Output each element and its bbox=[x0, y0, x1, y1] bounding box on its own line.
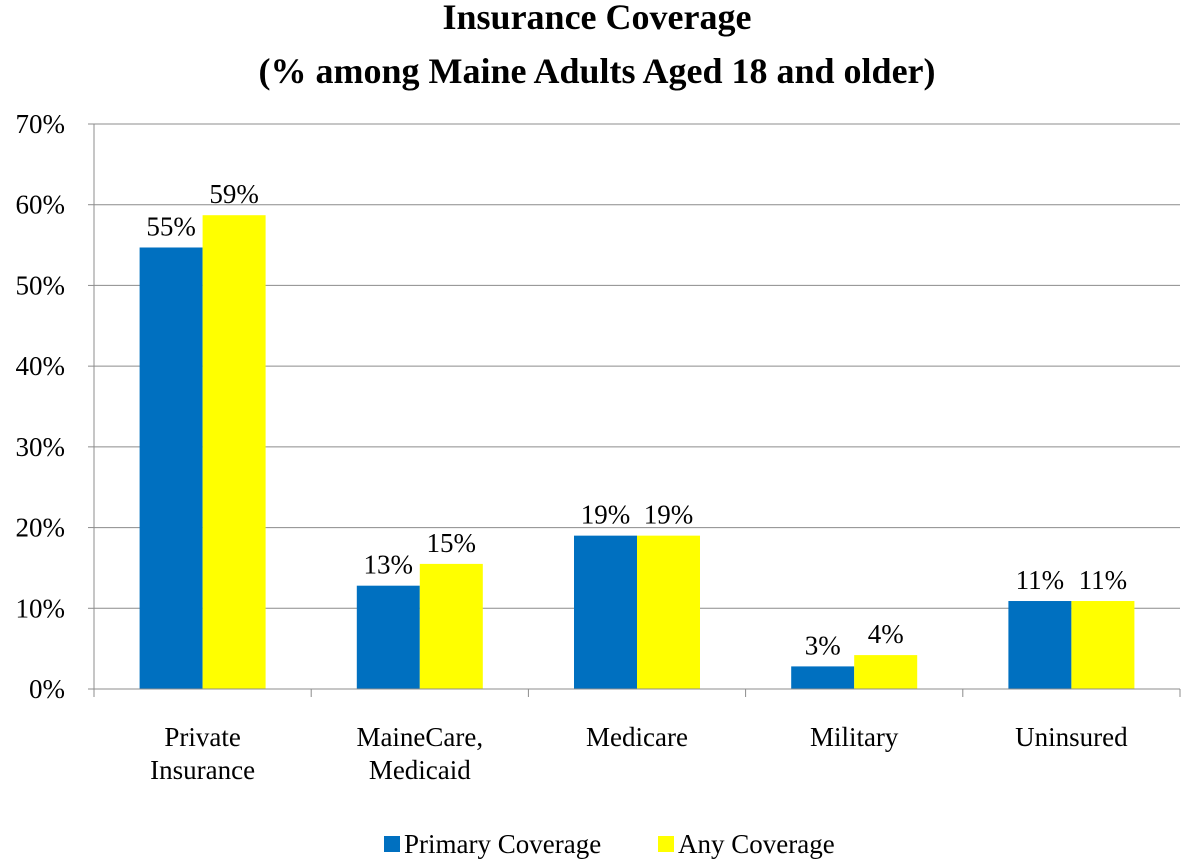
chart-title: Insurance Coverage bbox=[443, 0, 752, 37]
bar bbox=[854, 655, 918, 689]
bar bbox=[791, 666, 855, 689]
bar bbox=[1071, 601, 1135, 689]
y-axis: 0% 10% 20% 30% 40% 50% 60% 70% bbox=[16, 109, 95, 704]
data-label: 55% bbox=[146, 211, 196, 241]
legend-label: Primary Coverage bbox=[404, 829, 601, 859]
legend: Primary Coverage Any Coverage bbox=[384, 829, 835, 859]
category-label: Private bbox=[164, 722, 240, 752]
y-tick-label: 30% bbox=[16, 432, 66, 462]
y-tick-label: 0% bbox=[29, 674, 65, 704]
y-tick-label: 40% bbox=[16, 351, 66, 381]
data-label: 3% bbox=[805, 630, 841, 660]
bar bbox=[419, 563, 483, 689]
data-label: 13% bbox=[364, 550, 414, 580]
data-label: 4% bbox=[868, 619, 904, 649]
bar bbox=[139, 247, 203, 689]
legend-swatch bbox=[384, 836, 400, 852]
bar bbox=[637, 535, 700, 689]
y-tick-label: 20% bbox=[16, 513, 66, 543]
data-label: 19% bbox=[644, 500, 694, 530]
data-label: 15% bbox=[427, 528, 477, 558]
category-label: Medicare bbox=[586, 722, 688, 752]
chart-subtitle: (% among Maine Adults Aged 18 and older) bbox=[258, 51, 935, 91]
category-label: Military bbox=[810, 722, 899, 752]
bars: 55% 59% 13% 15% 19% 19% 3% 4% 11% 11% bbox=[139, 179, 1135, 689]
y-tick-label: 10% bbox=[16, 593, 66, 623]
y-tick-label: 60% bbox=[16, 190, 66, 220]
bar bbox=[356, 585, 420, 689]
category-label: Uninsured bbox=[1015, 722, 1128, 752]
category-label: MaineCare, bbox=[356, 722, 483, 752]
category-label: Insurance bbox=[150, 755, 255, 785]
data-label: 59% bbox=[209, 179, 259, 209]
gridlines bbox=[94, 123, 1180, 609]
legend-label: Any Coverage bbox=[678, 829, 835, 859]
y-tick-label: 50% bbox=[16, 270, 66, 300]
bar bbox=[574, 535, 637, 689]
data-label: 11% bbox=[1016, 565, 1065, 595]
data-label: 11% bbox=[1079, 565, 1128, 595]
legend-swatch bbox=[658, 836, 674, 852]
bar bbox=[1008, 601, 1072, 689]
bar bbox=[202, 215, 266, 689]
data-label: 19% bbox=[581, 500, 631, 530]
y-tick-label: 70% bbox=[16, 109, 66, 139]
category-label: Medicaid bbox=[369, 755, 471, 785]
